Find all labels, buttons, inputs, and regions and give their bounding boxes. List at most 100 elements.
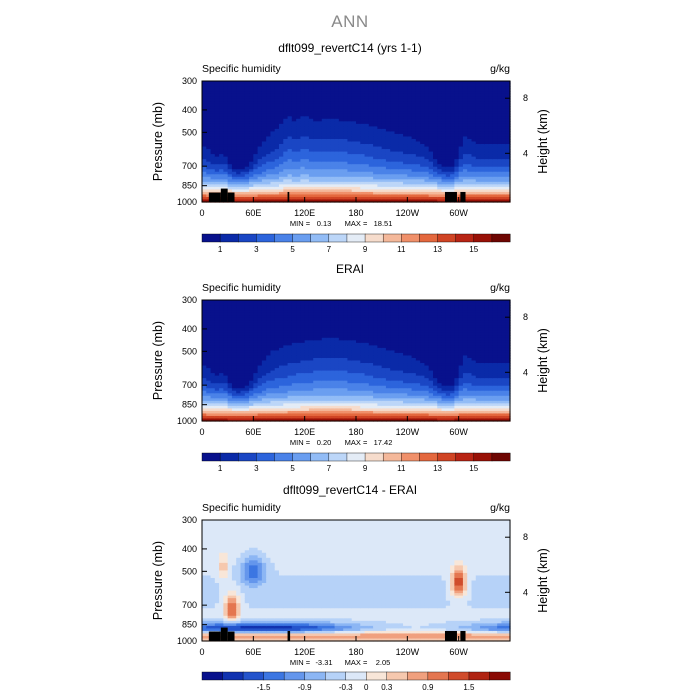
- contour-cell: [249, 305, 254, 309]
- contour-cell: [343, 164, 349, 168]
- contour-cell: [326, 128, 331, 133]
- contour-cell: [334, 101, 340, 105]
- contour-cell: [231, 138, 237, 143]
- contour-cell: [214, 352, 220, 357]
- contour-cell: [420, 101, 426, 105]
- contour-cell: [270, 179, 276, 183]
- contour-cell: [347, 118, 353, 122]
- contour-cell: [231, 103, 237, 107]
- contour-cell: [480, 191, 485, 196]
- contour-cell: [240, 179, 246, 183]
- contour-cell: [351, 199, 357, 203]
- contour-cell: [313, 320, 319, 324]
- contour-cell: [488, 161, 494, 165]
- contour-cell: [249, 121, 254, 125]
- contour-cell: [210, 181, 216, 185]
- contour-cell: [424, 164, 430, 168]
- contour-cell: [206, 368, 212, 372]
- contour-cell: [236, 126, 242, 130]
- contour-cell: [317, 385, 323, 389]
- contour-cell: [394, 144, 400, 148]
- contour-cell: [236, 305, 242, 309]
- contour-cell: [223, 398, 229, 402]
- contour-cell: [219, 352, 224, 357]
- contour-cell: [458, 149, 464, 153]
- contour-cell: [279, 330, 284, 334]
- contour-cell: [424, 174, 430, 178]
- contour-cell: [330, 108, 336, 112]
- contour-cell: [291, 166, 297, 170]
- contour-cell: [304, 126, 310, 130]
- contour-cell: [321, 332, 327, 336]
- contour-cell: [385, 111, 391, 115]
- contour-cell: [202, 144, 207, 148]
- contour-cell: [300, 146, 306, 150]
- contour-cell: [321, 86, 327, 90]
- contour-cell: [287, 357, 293, 362]
- contour-cell: [471, 88, 477, 92]
- contour-cell: [321, 385, 327, 389]
- contour-cell: [296, 199, 301, 203]
- contour-cell: [424, 98, 430, 102]
- contour-cell: [381, 141, 387, 145]
- contour-cell: [437, 196, 443, 201]
- contour-cell: [334, 83, 340, 87]
- contour-cell: [467, 83, 473, 87]
- contour-cell: [484, 146, 490, 150]
- contour-cell: [497, 133, 503, 138]
- contour-cell: [266, 101, 272, 105]
- contour-cell: [300, 300, 306, 304]
- contour-cell: [407, 191, 413, 196]
- contour-cell: [433, 154, 438, 158]
- contour-cell: [270, 98, 276, 102]
- contour-cell: [407, 176, 413, 180]
- contour-cell: [236, 191, 242, 196]
- contour-cell: [202, 365, 207, 369]
- contour-cell: [304, 307, 310, 311]
- contour-cell: [274, 164, 280, 168]
- contour-cell: [261, 410, 267, 415]
- contour-cell: [424, 136, 430, 140]
- contour-cell: [304, 320, 310, 324]
- contour-cell: [450, 126, 455, 130]
- contour-cell: [206, 340, 212, 344]
- contour-cell: [219, 121, 224, 125]
- contour-cell: [454, 146, 460, 150]
- contour-cell: [279, 149, 284, 153]
- contour-cell: [458, 96, 464, 100]
- contour-cell: [283, 375, 289, 379]
- contour-cell: [274, 171, 280, 175]
- contour-cell: [240, 123, 246, 127]
- contour-cell: [300, 106, 306, 110]
- contour-cell: [227, 156, 233, 160]
- contour-cell: [300, 81, 306, 85]
- contour-cell: [214, 355, 220, 359]
- contour-cell: [304, 410, 310, 415]
- contour-cell: [321, 325, 327, 329]
- contour-cell: [304, 342, 310, 346]
- contour-cell: [407, 118, 413, 122]
- contour-cell: [296, 317, 301, 321]
- contour-cell: [244, 365, 250, 369]
- contour-cell: [270, 131, 276, 135]
- contour-cell: [407, 151, 413, 155]
- contour-cell: [219, 360, 224, 364]
- contour-cell: [347, 103, 353, 107]
- contour-cell: [334, 128, 340, 133]
- contour-cell: [420, 126, 426, 130]
- contour-cell: [441, 98, 447, 102]
- contour-cell: [381, 113, 387, 117]
- contour-cell: [428, 96, 434, 100]
- contour-cell: [236, 146, 242, 150]
- contour-cell: [266, 184, 272, 188]
- contour-cell: [428, 136, 434, 140]
- contour-cell: [394, 96, 400, 100]
- contour-cell: [411, 138, 417, 143]
- contour-cell: [441, 126, 447, 130]
- contour-cell: [279, 186, 284, 190]
- contour-cell: [403, 131, 408, 135]
- contour-cell: [283, 325, 289, 329]
- contour-cell: [390, 156, 396, 160]
- contour-cell: [270, 378, 276, 382]
- contour-cell: [334, 194, 340, 198]
